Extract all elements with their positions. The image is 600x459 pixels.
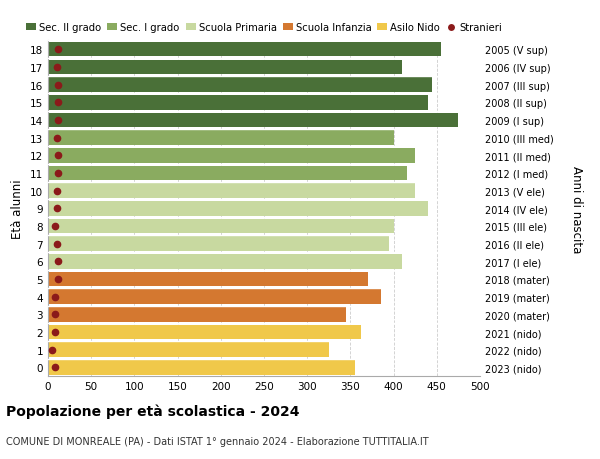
Text: Popolazione per età scolastica - 2024: Popolazione per età scolastica - 2024 (6, 404, 299, 419)
Bar (48, 78, 433, 93)
Bar (48, 237, 389, 252)
Bar (48, 272, 368, 286)
Bar (48, 184, 415, 198)
Text: COMUNE DI MONREALE (PA) - Dati ISTAT 1° gennaio 2024 - Elaborazione TUTTITALIA.I: COMUNE DI MONREALE (PA) - Dati ISTAT 1° … (6, 436, 428, 446)
Bar (48, 360, 355, 375)
Bar (48, 61, 402, 75)
Bar (48, 43, 441, 57)
Bar (48, 166, 407, 181)
Bar (48, 325, 361, 340)
Y-axis label: Anni di nascita: Anni di nascita (570, 165, 583, 252)
Bar (48, 255, 402, 269)
Bar (48, 343, 329, 357)
Legend: Sec. II grado, Sec. I grado, Scuola Primaria, Scuola Infanzia, Asilo Nido, Stran: Sec. II grado, Sec. I grado, Scuola Prim… (26, 23, 502, 33)
Bar (48, 308, 346, 322)
Bar (48, 149, 415, 163)
Bar (48, 131, 394, 146)
Bar (48, 202, 428, 216)
Bar (48, 290, 380, 304)
Bar (48, 113, 458, 128)
Y-axis label: Età alunni: Età alunni (11, 179, 25, 239)
Bar (48, 96, 428, 110)
Bar (48, 219, 394, 234)
